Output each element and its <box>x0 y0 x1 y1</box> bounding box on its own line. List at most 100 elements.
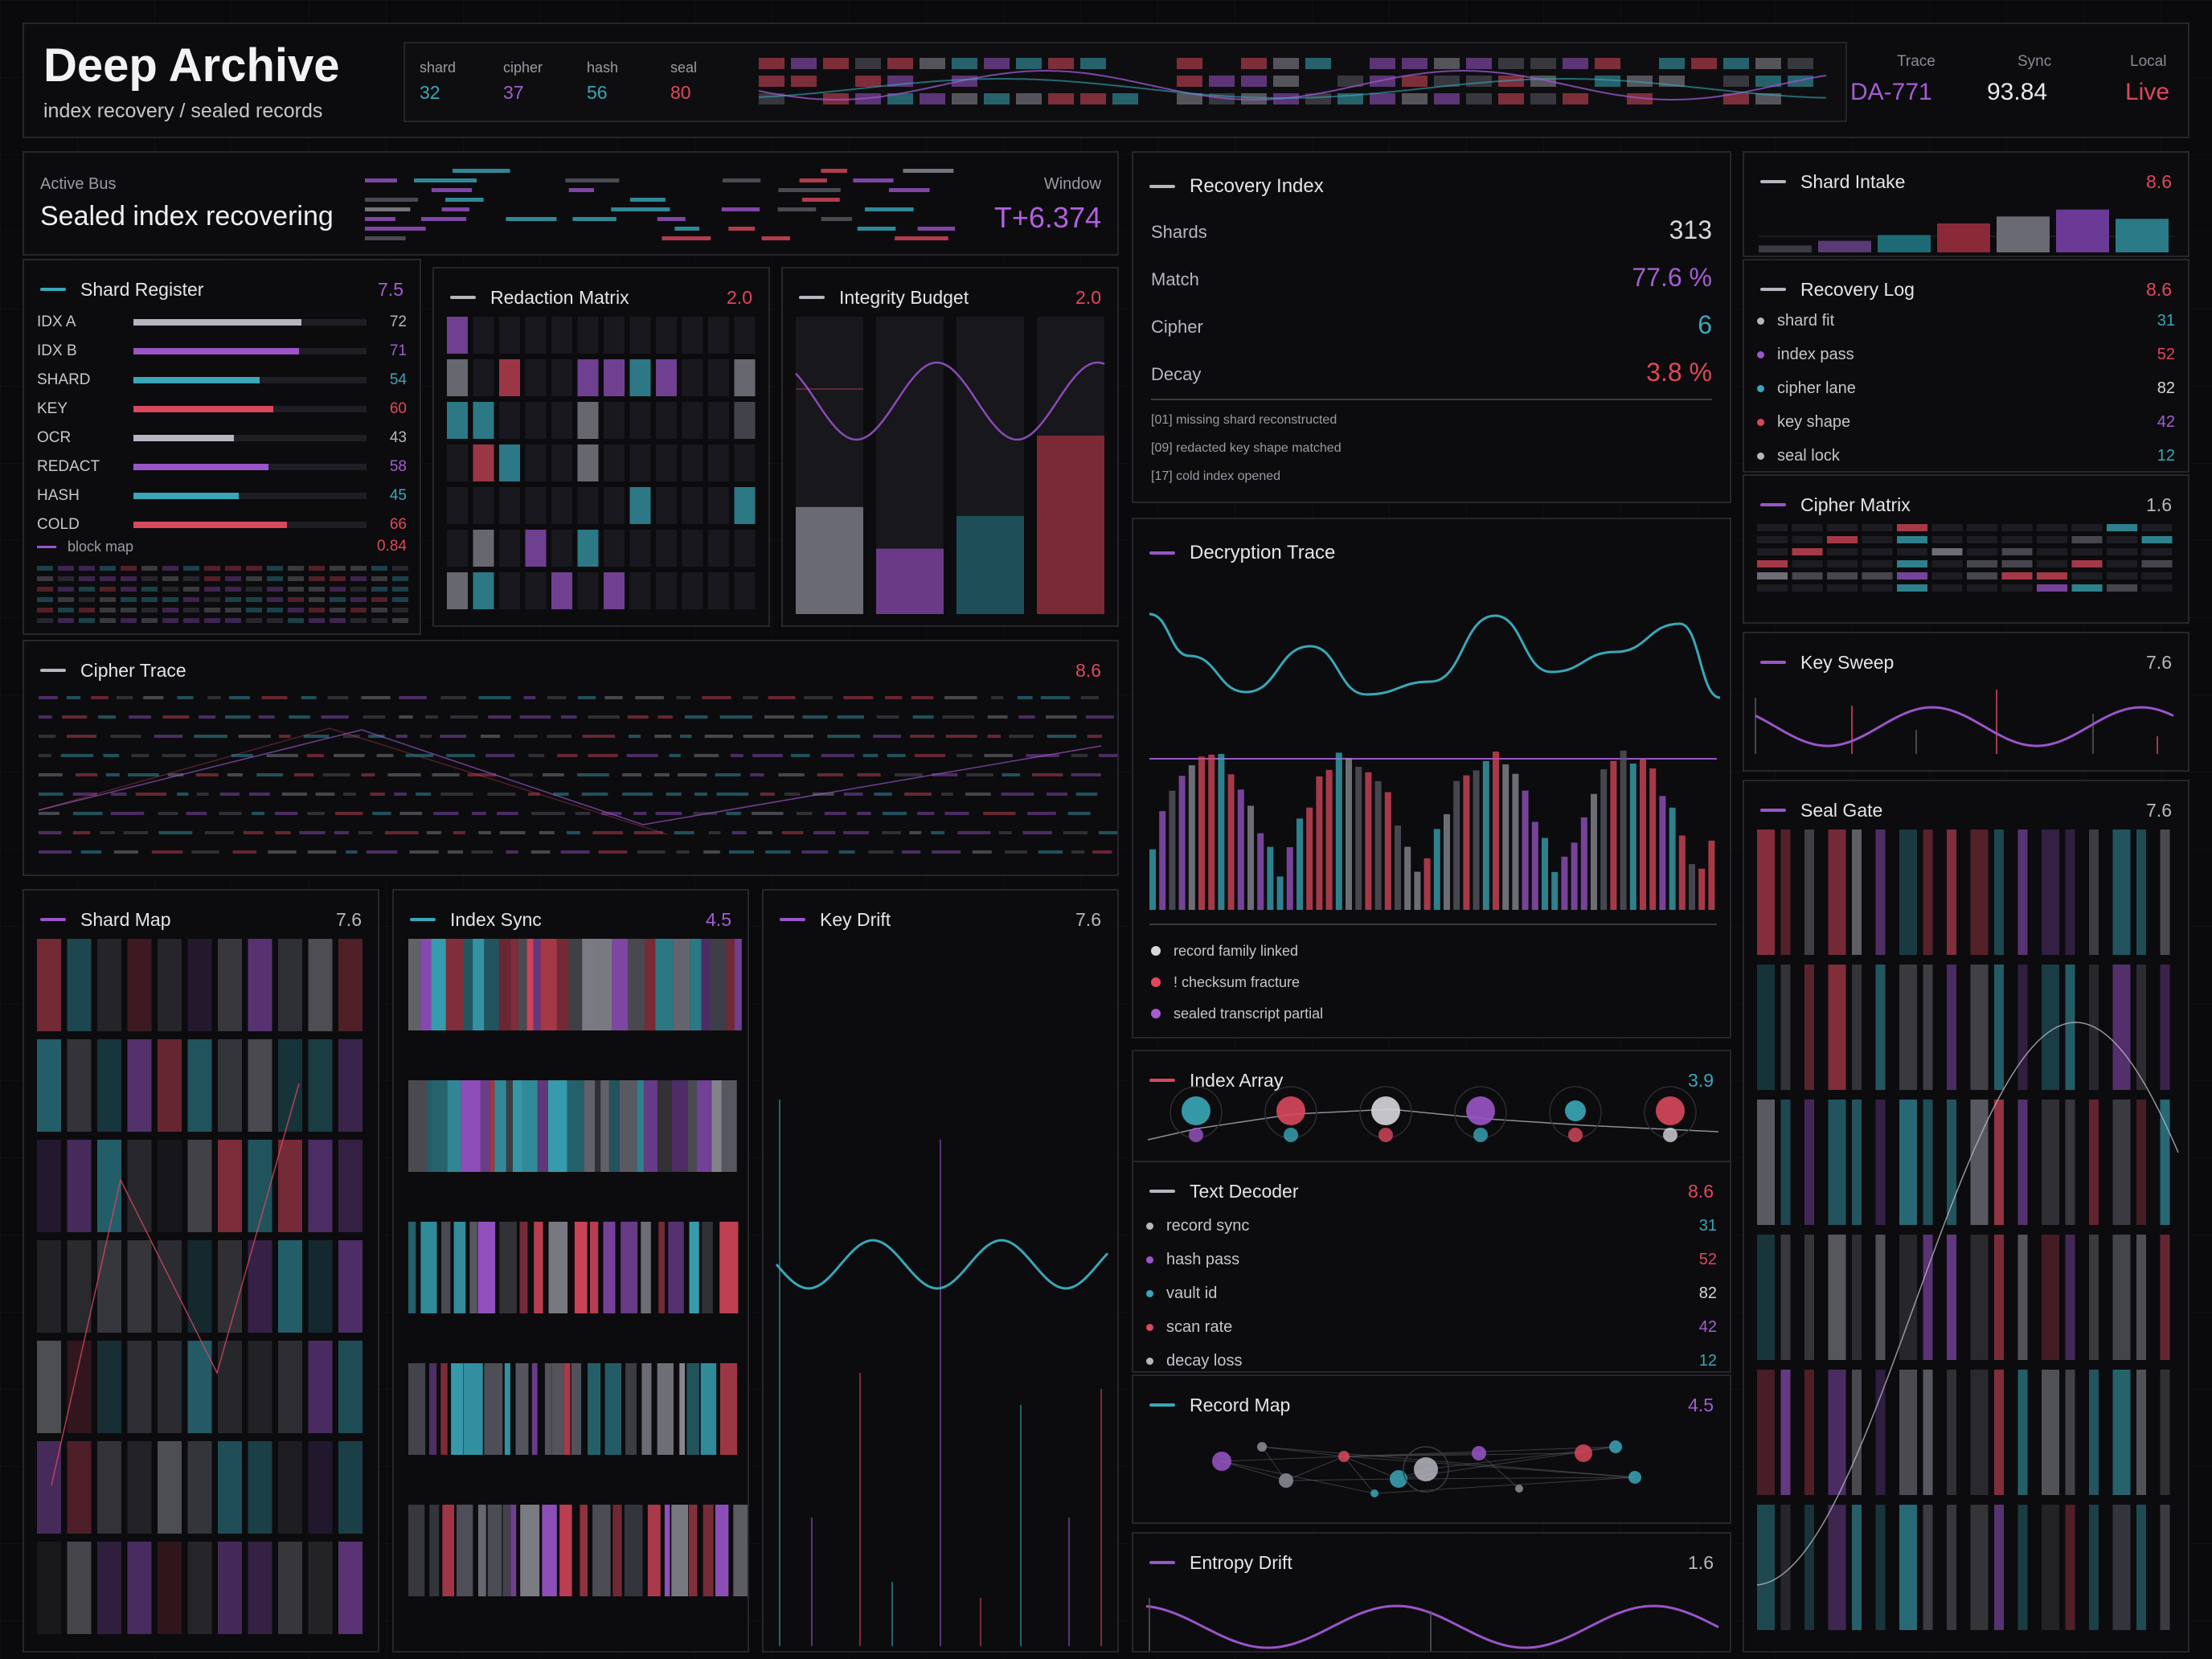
map-cell <box>308 1542 333 1634</box>
matrix-cell <box>629 487 651 524</box>
redaction-matrix-panel: Redaction Matrix 2.0 <box>432 267 770 627</box>
map-cell <box>338 1441 363 1534</box>
matrix-cell <box>604 359 625 396</box>
trace-dash <box>1075 793 1098 796</box>
stream-cell <box>984 93 1010 104</box>
bus-dash <box>917 227 956 231</box>
trace-dash <box>293 773 314 776</box>
trace-dash <box>669 754 681 757</box>
bus-dash <box>441 207 469 211</box>
cipher-cell <box>2107 584 2137 592</box>
row-label: decay loss <box>1166 1351 1243 1370</box>
sync-stripe <box>701 939 711 1030</box>
trace-dash <box>909 831 922 834</box>
row-label: index pass <box>1777 345 1854 363</box>
block-cell <box>330 618 346 623</box>
trace-dash <box>111 793 127 796</box>
trace-dash <box>654 735 672 738</box>
sync-stripe <box>559 1505 572 1596</box>
cipher-cell <box>2001 572 2033 580</box>
matrix-cell <box>577 572 599 609</box>
sync-stripe <box>624 1505 643 1596</box>
register-fill <box>133 348 299 354</box>
sync-stripe <box>686 1363 699 1455</box>
trace-dash <box>944 812 969 815</box>
gate-column <box>1923 1370 1933 1495</box>
block-cell <box>288 566 304 571</box>
metric-value: 313 <box>1669 215 1712 244</box>
block-cell <box>288 587 304 592</box>
panel-value: 7.5 <box>378 278 403 300</box>
dash-icon <box>410 918 436 921</box>
panel-value: 8.6 <box>1688 1180 1714 1202</box>
block-cell <box>100 618 116 623</box>
sync-stripe <box>447 1080 461 1172</box>
trace-dash <box>694 754 719 757</box>
gate-column <box>2017 1370 2028 1495</box>
block-cell <box>371 608 387 612</box>
list-row: record sync 31 <box>1146 1210 1717 1241</box>
sync-stripe <box>408 1222 416 1313</box>
trace-dash <box>957 831 991 834</box>
cipher-cell <box>2107 548 2137 555</box>
map-cell <box>248 939 272 1031</box>
trace-dash <box>1071 773 1101 776</box>
bus-dash <box>420 217 467 221</box>
matrix-cell <box>499 402 520 439</box>
block-cell <box>392 566 408 571</box>
gate-column <box>1970 830 1989 955</box>
bus-dash <box>572 217 616 221</box>
panel-title: Integrity Budget <box>839 286 969 308</box>
legend-item: sealed transcript partial <box>1151 1002 1323 1026</box>
trace-dash <box>39 831 62 834</box>
block-cell <box>246 608 262 612</box>
trace-dash <box>204 831 234 834</box>
register-value: 54 <box>389 371 407 388</box>
trace-dash <box>98 715 117 719</box>
panel-title: Index Sync <box>450 908 542 930</box>
block-cell <box>58 587 74 592</box>
cipher-matrix-panel: Cipher Matrix 1.6 <box>1743 474 2189 624</box>
block-cell <box>162 618 178 623</box>
stat-label: shard <box>420 59 457 76</box>
block-cell <box>330 566 346 571</box>
block-cell <box>162 608 178 612</box>
bus-dash <box>853 178 894 182</box>
register-row: IDX B 71 <box>37 339 407 363</box>
gate-column <box>1923 830 1933 955</box>
block-cell <box>246 597 262 602</box>
matrix-cell <box>525 572 547 609</box>
stream-cell <box>1112 93 1138 104</box>
gate-column <box>2136 830 2146 955</box>
matrix-cell <box>551 402 572 439</box>
matrix-cell <box>551 444 572 481</box>
cipher-cell <box>1862 584 1893 592</box>
sync-stripe <box>625 1363 637 1455</box>
sync-stripe <box>608 1080 620 1172</box>
key-sweep-panel: Key Sweep 7.6 <box>1743 632 2189 772</box>
local-label: Local <box>2130 53 2167 70</box>
dash-icon <box>1149 185 1175 188</box>
array-node <box>1656 1096 1685 1125</box>
gate-column <box>1757 1370 1775 1495</box>
trace-dash <box>983 812 1016 815</box>
trace-dash <box>162 715 190 719</box>
shard-intake-bars <box>1759 209 2175 252</box>
bus-dash <box>611 207 670 211</box>
block-cell <box>141 576 158 581</box>
row-value: 42 <box>1698 1317 1717 1336</box>
sync-stripe <box>540 939 557 1030</box>
map-node <box>1575 1444 1592 1462</box>
stream-cell <box>1659 58 1685 69</box>
legend-dot-icon <box>1151 1009 1161 1018</box>
sync-stripe <box>574 1222 588 1313</box>
cipher-cell <box>2071 536 2103 543</box>
panel-title: Redaction Matrix <box>490 286 629 308</box>
sync-stripe <box>461 1080 481 1172</box>
block-cell <box>267 618 283 623</box>
matrix-cell <box>656 530 677 567</box>
matrix-cell <box>473 444 494 481</box>
sync-stripe <box>600 1080 609 1172</box>
dash-icon <box>40 918 66 921</box>
trace-dash <box>704 735 733 738</box>
